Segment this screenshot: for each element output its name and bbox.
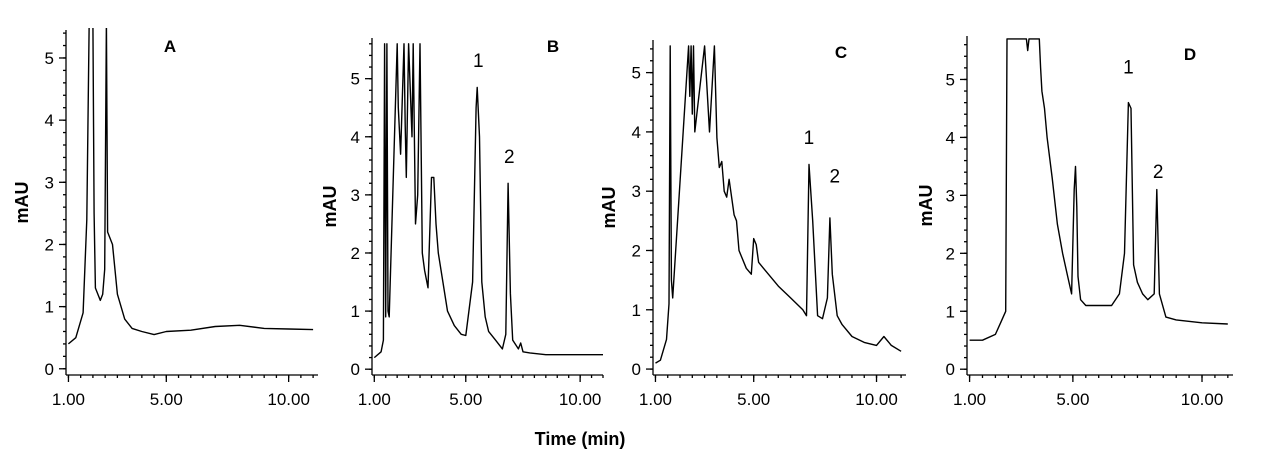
y-tick-label: 1 — [632, 301, 641, 320]
chromatogram-trace — [655, 45, 902, 364]
chromatogram-trace — [67, 28, 314, 345]
y-tick-label: 0 — [351, 360, 360, 379]
x-tick-label: 10.00 — [267, 390, 310, 409]
peak-label: 2 — [829, 166, 840, 187]
y-tick-label: 4 — [45, 111, 54, 130]
y-tick-label: 1 — [45, 298, 54, 317]
x-tick-label: 10.00 — [559, 390, 602, 409]
x-tick-label: 1.00 — [953, 390, 986, 409]
y-tick-label: 5 — [632, 64, 641, 83]
panel-label: A — [164, 37, 176, 56]
peak-label: 2 — [504, 147, 515, 168]
y-tick-label: 1 — [351, 302, 360, 321]
y-tick-label: 4 — [632, 123, 641, 142]
x-tick-label: 1.00 — [52, 390, 85, 409]
y-axis-title: mAU — [12, 181, 32, 223]
x-tick-label: 1.00 — [639, 390, 672, 409]
x-tick-label: 5.00 — [1056, 390, 1089, 409]
y-tick-label: 5 — [946, 70, 955, 89]
y-tick-label: 3 — [45, 173, 54, 192]
x-tick-label: 5.00 — [737, 390, 770, 409]
y-tick-label: 5 — [45, 49, 54, 68]
peak-label: 1 — [804, 128, 815, 149]
panel-label: C — [835, 43, 847, 62]
panel-label: B — [547, 37, 559, 56]
y-axis-title: mAU — [320, 185, 340, 227]
y-tick-label: 2 — [45, 235, 54, 254]
chart-panel-b: 0 1 2 3 4 5 1.00 5.00 10.00 mAU B 1 2 — [320, 37, 604, 409]
y-tick-label: 0 — [632, 360, 641, 379]
peak-label: 2 — [1153, 162, 1164, 183]
chart-panel-d: 0 1 2 3 4 5 1.00 5.00 10.00 mAU D 1 2 — [916, 36, 1233, 409]
y-tick-label: 4 — [351, 128, 360, 147]
y-tick-label: 2 — [946, 244, 955, 263]
y-tick-label: 4 — [946, 128, 955, 147]
x-axis-title: Time (min) — [535, 429, 626, 449]
chromatogram-trace — [969, 38, 1228, 341]
x-tick-label: 1.00 — [358, 390, 391, 409]
y-tick-label: 5 — [351, 70, 360, 89]
y-tick-label: 2 — [351, 244, 360, 263]
peak-label: 1 — [1123, 58, 1134, 79]
y-tick-label: 0 — [45, 360, 54, 379]
peak-label: 1 — [473, 51, 484, 72]
x-tick-label: 10.00 — [855, 390, 898, 409]
chart-panel-a: 0 1 2 3 4 5 1.00 5.00 10.00 mAU A — [12, 28, 318, 409]
x-tick-label: 10.00 — [1181, 390, 1224, 409]
y-tick-label: 0 — [946, 360, 955, 379]
x-tick-label: 5.00 — [150, 390, 183, 409]
y-tick-label: 3 — [632, 182, 641, 201]
y-axis-title: mAU — [916, 184, 936, 226]
y-tick-label: 2 — [632, 241, 641, 260]
x-tick-label: 5.00 — [449, 390, 482, 409]
y-tick-label: 3 — [351, 186, 360, 205]
y-tick-label: 3 — [946, 186, 955, 205]
y-axis-title: mAU — [599, 186, 619, 228]
panel-label: D — [1184, 45, 1196, 64]
chromatogram-trace — [373, 43, 603, 359]
y-tick-label: 1 — [946, 302, 955, 321]
